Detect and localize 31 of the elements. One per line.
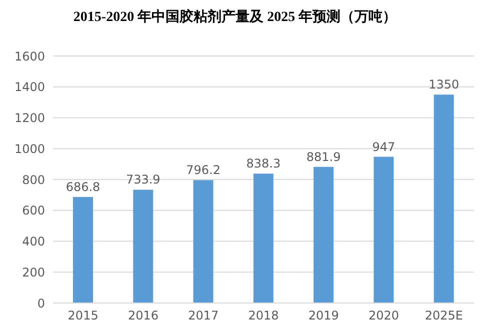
bar bbox=[314, 166, 334, 303]
x-tick-label: 2025E bbox=[424, 308, 463, 323]
y-tick-label: 200 bbox=[22, 265, 45, 280]
bar bbox=[434, 94, 454, 303]
x-tick-label: 2015 bbox=[68, 308, 98, 323]
bar bbox=[374, 156, 394, 303]
data-label: 1350 bbox=[428, 78, 460, 92]
y-tick-label: 800 bbox=[22, 172, 45, 187]
y-tick-label: 1400 bbox=[14, 80, 45, 94]
x-tick-label: 2019 bbox=[308, 308, 339, 323]
data-label: 733.9 bbox=[126, 172, 160, 187]
bar bbox=[193, 180, 214, 303]
data-label: 881.9 bbox=[306, 150, 341, 164]
x-tick-label: 2016 bbox=[128, 308, 158, 323]
y-tick-label: 400 bbox=[22, 234, 45, 249]
bar bbox=[253, 174, 274, 303]
bar bbox=[133, 190, 154, 303]
y-tick-label: 1600 bbox=[14, 49, 45, 64]
x-tick-label: 2018 bbox=[248, 308, 279, 323]
data-label: 838.3 bbox=[246, 156, 281, 171]
data-label: 796.2 bbox=[186, 163, 220, 178]
y-tick-label: 600 bbox=[22, 204, 45, 218]
x-tick-label: 2017 bbox=[188, 308, 219, 323]
x-tick-label: 2020 bbox=[368, 308, 400, 323]
data-label: 686.8 bbox=[66, 180, 100, 194]
data-label: 947 bbox=[372, 140, 396, 154]
chart-title: 2015-2020 年中国胶粘剂产量及 2025 年预测（万吨） bbox=[72, 8, 398, 26]
y-tick-label: 1000 bbox=[14, 142, 45, 156]
y-tick-label: 1200 bbox=[14, 111, 45, 126]
y-tick-label: 0 bbox=[37, 296, 45, 310]
bar bbox=[73, 196, 93, 303]
